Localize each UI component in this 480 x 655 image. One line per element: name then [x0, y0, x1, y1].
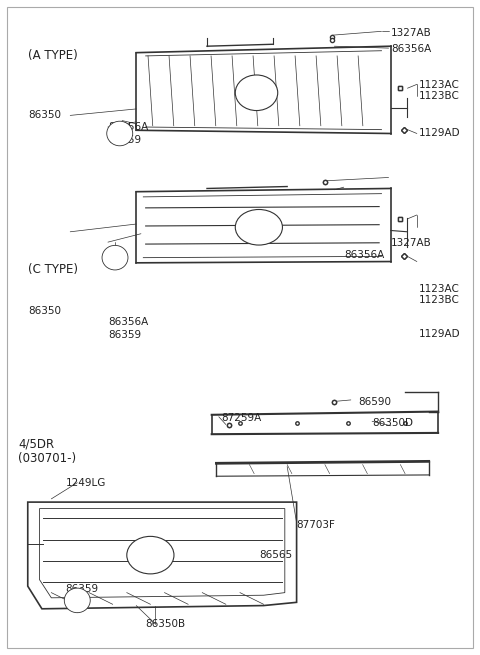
Ellipse shape [235, 75, 278, 111]
Text: 86590: 86590 [358, 397, 391, 407]
Text: 86356A: 86356A [108, 317, 148, 328]
Text: 1123BC: 1123BC [419, 91, 460, 101]
Text: 86359: 86359 [65, 584, 98, 594]
Text: 87259A: 87259A [221, 413, 262, 423]
Text: 1327AB: 1327AB [391, 28, 432, 38]
Text: 86350: 86350 [28, 307, 61, 316]
Text: H: H [148, 552, 153, 558]
Text: 1129AD: 1129AD [419, 128, 461, 138]
Text: 1249LG: 1249LG [65, 477, 106, 488]
Text: H: H [113, 255, 117, 260]
Text: (C TYPE): (C TYPE) [28, 263, 78, 276]
Text: H: H [118, 131, 122, 136]
Text: 86350B: 86350B [145, 619, 186, 629]
Text: 86356A: 86356A [344, 250, 384, 260]
Text: 1129AD: 1129AD [419, 329, 461, 339]
Text: 1123AC: 1123AC [419, 80, 460, 90]
Ellipse shape [64, 588, 90, 612]
Text: (A TYPE): (A TYPE) [28, 49, 77, 62]
Text: 1327AB: 1327AB [391, 238, 432, 248]
Ellipse shape [107, 121, 132, 146]
Text: 86356A: 86356A [108, 122, 148, 132]
Text: 1123BC: 1123BC [419, 295, 460, 305]
Text: 86359: 86359 [108, 135, 141, 145]
Text: 4/5DR
(030701-): 4/5DR (030701-) [18, 438, 76, 466]
Text: 86565: 86565 [259, 550, 292, 560]
Ellipse shape [102, 246, 128, 270]
Text: H: H [256, 224, 262, 231]
PathPatch shape [28, 502, 297, 608]
Text: 86350D: 86350D [372, 418, 413, 428]
Text: 86350: 86350 [28, 111, 61, 121]
Text: 87703F: 87703F [297, 519, 336, 530]
Text: 1123AC: 1123AC [419, 284, 460, 293]
Ellipse shape [235, 210, 282, 245]
Text: 86356A: 86356A [391, 45, 431, 54]
Text: H: H [254, 90, 259, 96]
Ellipse shape [127, 536, 174, 574]
Text: 86359: 86359 [108, 330, 141, 340]
Text: H: H [75, 598, 79, 603]
PathPatch shape [39, 508, 285, 598]
